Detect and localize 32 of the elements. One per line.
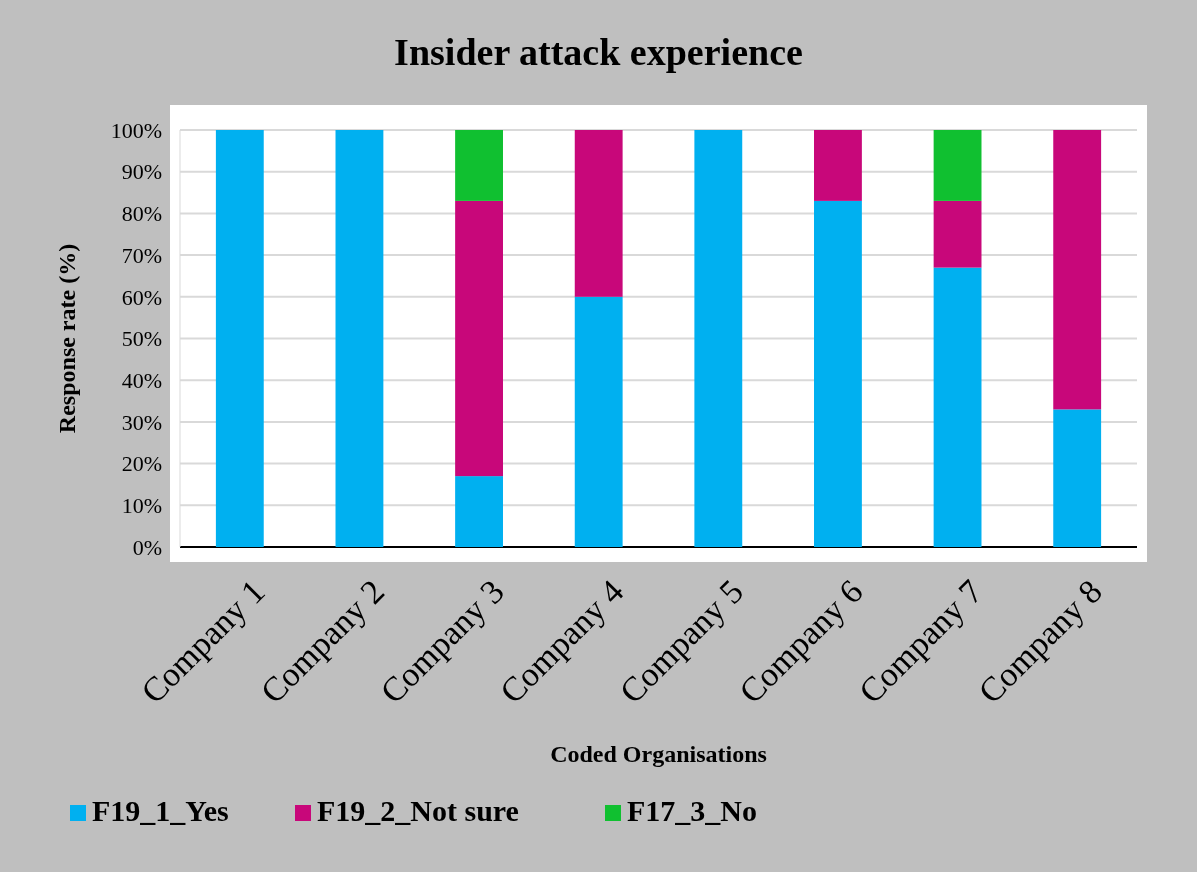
- y-tick-label: 10%: [121, 493, 162, 518]
- legend-label: F19_2_Not sure: [317, 794, 519, 827]
- bar: [574, 296, 623, 547]
- bar: [933, 200, 982, 268]
- y-tick-label: 0%: [132, 534, 162, 560]
- bar: [215, 130, 264, 547]
- bar: [455, 200, 503, 477]
- legend-label: F17_3_No: [627, 794, 757, 827]
- bar: [814, 200, 862, 547]
- bar: [1053, 130, 1102, 410]
- y-tick-label: 20%: [121, 451, 162, 477]
- bar: [574, 130, 623, 297]
- y-tick-label: 30%: [121, 409, 162, 435]
- bar: [1053, 409, 1102, 547]
- bar: [814, 130, 862, 201]
- bar: [694, 130, 743, 547]
- y-axis-title: Response rate (%): [54, 243, 80, 434]
- chart-title: Insider attack experience: [394, 31, 803, 73]
- bar: [933, 267, 982, 547]
- y-tick-label: 90%: [121, 159, 162, 185]
- bar: [455, 130, 503, 201]
- y-tick-label: 80%: [121, 201, 162, 227]
- legend-label: F19_1_Yes: [92, 794, 229, 827]
- y-tick-label: 40%: [121, 367, 162, 393]
- bar: [335, 130, 384, 547]
- y-tick-label: 100%: [110, 117, 162, 143]
- y-tick-label: 50%: [121, 326, 162, 352]
- bar: [455, 476, 503, 547]
- x-axis-title: Coded Organisations: [550, 741, 767, 767]
- y-tick-label: 70%: [121, 242, 162, 268]
- y-tick-label: 60%: [121, 284, 162, 310]
- bar: [933, 130, 982, 201]
